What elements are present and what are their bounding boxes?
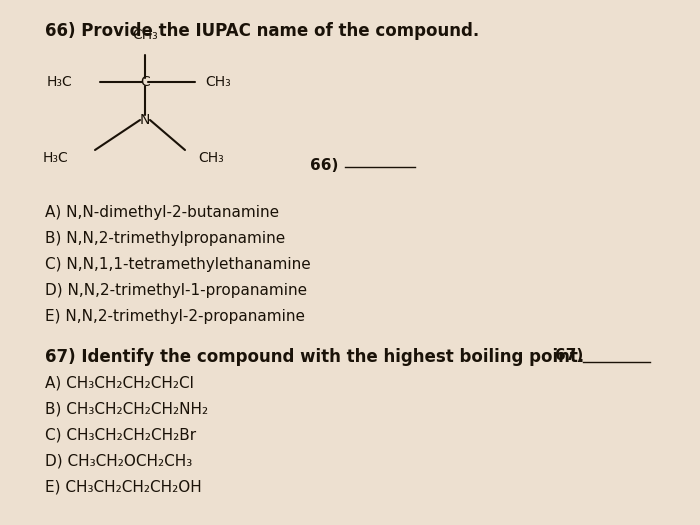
Text: H₃C: H₃C	[46, 75, 72, 89]
Text: C: C	[140, 75, 150, 89]
Text: 66) Provide the IUPAC name of the compound.: 66) Provide the IUPAC name of the compou…	[45, 22, 480, 40]
Text: B) N,N,2-trimethylpropanamine: B) N,N,2-trimethylpropanamine	[45, 231, 286, 246]
Text: CH₃: CH₃	[198, 151, 224, 165]
Text: A) N,N-dimethyl-2-butanamine: A) N,N-dimethyl-2-butanamine	[45, 205, 279, 220]
Text: B) CH₃CH₂CH₂CH₂NH₂: B) CH₃CH₂CH₂CH₂NH₂	[45, 402, 208, 417]
Text: 67) Identify the compound with the highest boiling point.: 67) Identify the compound with the highe…	[45, 348, 584, 366]
Text: H₃C: H₃C	[42, 151, 68, 165]
Text: N: N	[140, 113, 150, 127]
Text: CH₃: CH₃	[132, 28, 158, 42]
Text: E) CH₃CH₂CH₂CH₂OH: E) CH₃CH₂CH₂CH₂OH	[45, 480, 202, 495]
Text: CH₃: CH₃	[205, 75, 231, 89]
Text: C) CH₃CH₂CH₂CH₂Br: C) CH₃CH₂CH₂CH₂Br	[45, 428, 196, 443]
Text: A) CH₃CH₂CH₂CH₂Cl: A) CH₃CH₂CH₂CH₂Cl	[45, 376, 194, 391]
Text: 66): 66)	[310, 158, 338, 173]
Text: E) N,N,2-trimethyl-2-propanamine: E) N,N,2-trimethyl-2-propanamine	[45, 309, 305, 324]
Text: D) N,N,2-trimethyl-1-propanamine: D) N,N,2-trimethyl-1-propanamine	[45, 283, 307, 298]
Text: 67): 67)	[555, 348, 583, 363]
Text: C) N,N,1,1-tetramethylethanamine: C) N,N,1,1-tetramethylethanamine	[45, 257, 311, 272]
Text: D) CH₃CH₂OCH₂CH₃: D) CH₃CH₂OCH₂CH₃	[45, 454, 193, 469]
